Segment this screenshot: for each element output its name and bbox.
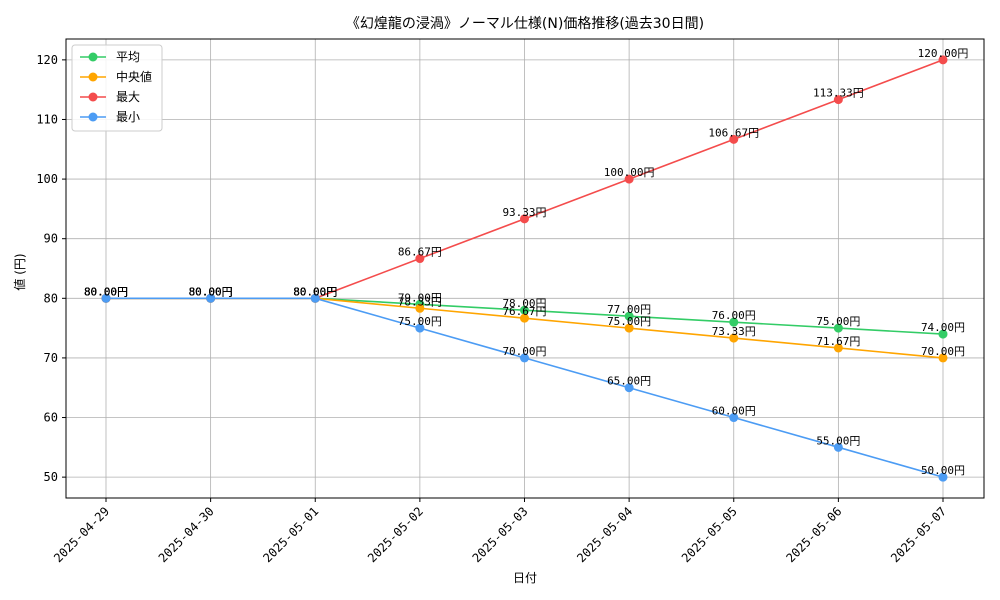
data-label: 80.00円 (84, 285, 128, 298)
legend-entry: 最小 (116, 110, 140, 124)
data-label: 79.00円 (398, 291, 442, 304)
data-label: 120.00円 (918, 47, 969, 60)
data-label: 80.00円 (189, 285, 233, 298)
data-label: 55.00円 (816, 434, 860, 447)
x-tick-label: 2025-05-02 (365, 504, 426, 565)
y-tick-label: 70 (44, 351, 58, 365)
data-label: 73.33円 (712, 325, 756, 338)
data-point (415, 303, 425, 313)
data-point (415, 254, 425, 264)
x-tick-label: 2025-05-07 (888, 504, 949, 565)
data-point (833, 95, 843, 105)
data-point (520, 305, 529, 315)
data-label: 100.00円 (604, 166, 655, 179)
data-point (938, 353, 948, 363)
data-label: 113.33円 (813, 87, 864, 100)
data-label: 76.67円 (502, 305, 546, 318)
data-label: 74.00円 (921, 321, 965, 334)
data-point (310, 293, 320, 303)
data-label: 80.00円 (293, 285, 337, 298)
data-label: 75.00円 (607, 315, 651, 328)
x-tick-label: 2025-05-05 (679, 504, 740, 565)
data-point (729, 333, 739, 343)
data-label: 78.00円 (502, 297, 546, 310)
data-label: 78.33円 (398, 295, 442, 308)
chart-title: 《幻煌龍の浸渦》ノーマル仕様(N)価格推移(過去30日間) (346, 15, 704, 32)
x-tick-label: 2025-05-01 (260, 504, 321, 565)
legend-marker (88, 52, 98, 62)
y-tick-label: 80 (44, 291, 58, 305)
data-label: 60.00円 (712, 405, 756, 418)
data-label: 80.00円 (84, 285, 128, 298)
plot-frame (65, 38, 985, 499)
data-label: 93.33円 (502, 206, 546, 219)
y-tick-label: 110 (36, 112, 58, 126)
data-point (520, 353, 529, 363)
data-label: 65.00円 (607, 375, 651, 388)
y-tick-label: 120 (36, 53, 58, 67)
legend-entry: 中央値 (116, 69, 152, 84)
data-label: 80.00円 (293, 285, 337, 298)
x-tick-label: 2025-04-29 (51, 504, 112, 565)
legend-entry: 平均 (116, 50, 140, 64)
legend-box (71, 44, 163, 132)
data-label: 70.00円 (921, 345, 965, 358)
x-tick-label: 2025-05-04 (574, 504, 635, 565)
data-label: 80.00円 (189, 285, 233, 298)
data-point (938, 329, 948, 339)
data-labels: 80.00円 80.00円 80.00円 79.00円 78.00円 77.00円 76.0… (84, 47, 968, 477)
y-axis-label: 値 (円) (12, 253, 27, 290)
data-point (938, 472, 948, 482)
data-point (729, 134, 739, 144)
data-point (833, 343, 843, 353)
data-label: 106.67円 (708, 126, 759, 139)
legend-marker (88, 112, 98, 122)
data-label: 80.00円 (293, 285, 337, 298)
y-tick-label: 60 (44, 411, 58, 425)
data-label: 76.00円 (712, 309, 756, 322)
data-point (520, 214, 529, 224)
y-tick-label: 90 (44, 232, 58, 246)
y-tick-label: 50 (44, 470, 58, 484)
x-tick-label: 2025-05-03 (470, 504, 531, 565)
data-label: 70.00円 (502, 345, 546, 358)
data-label: 50.00円 (921, 464, 965, 477)
data-point (624, 174, 634, 184)
data-label: 80.00円 (189, 285, 233, 298)
data-point (729, 317, 739, 327)
data-point (520, 313, 529, 323)
series-lines (101, 55, 948, 482)
data-label: 86.67円 (398, 246, 442, 259)
data-label: 80.00円 (84, 285, 128, 298)
data-label: 75.00円 (398, 315, 442, 328)
data-label: 80.00円 (293, 285, 337, 298)
x-tick-label: 2025-04-30 (156, 504, 217, 565)
data-point (624, 383, 634, 393)
data-label: 80.00円 (84, 285, 128, 298)
data-label: 75.00円 (816, 315, 860, 328)
data-label: 77.00円 (607, 303, 651, 316)
legend-marker (88, 72, 98, 82)
data-point (833, 442, 843, 452)
y-tick-label: 100 (36, 172, 58, 186)
data-point (729, 413, 739, 423)
x-tick-label: 2025-05-06 (784, 504, 845, 565)
data-label: 71.67円 (816, 335, 860, 348)
legend-entry: 最大 (116, 90, 140, 104)
x-axis-label: 日付 (513, 571, 537, 585)
grid-lines (66, 39, 984, 498)
data-point (415, 323, 425, 333)
legend-marker (88, 92, 98, 102)
data-point (833, 323, 843, 333)
data-point (938, 55, 948, 65)
data-point (101, 293, 111, 303)
data-point (624, 311, 634, 321)
data-point (206, 293, 216, 303)
data-point (624, 323, 634, 333)
data-label: 80.00円 (189, 285, 233, 298)
